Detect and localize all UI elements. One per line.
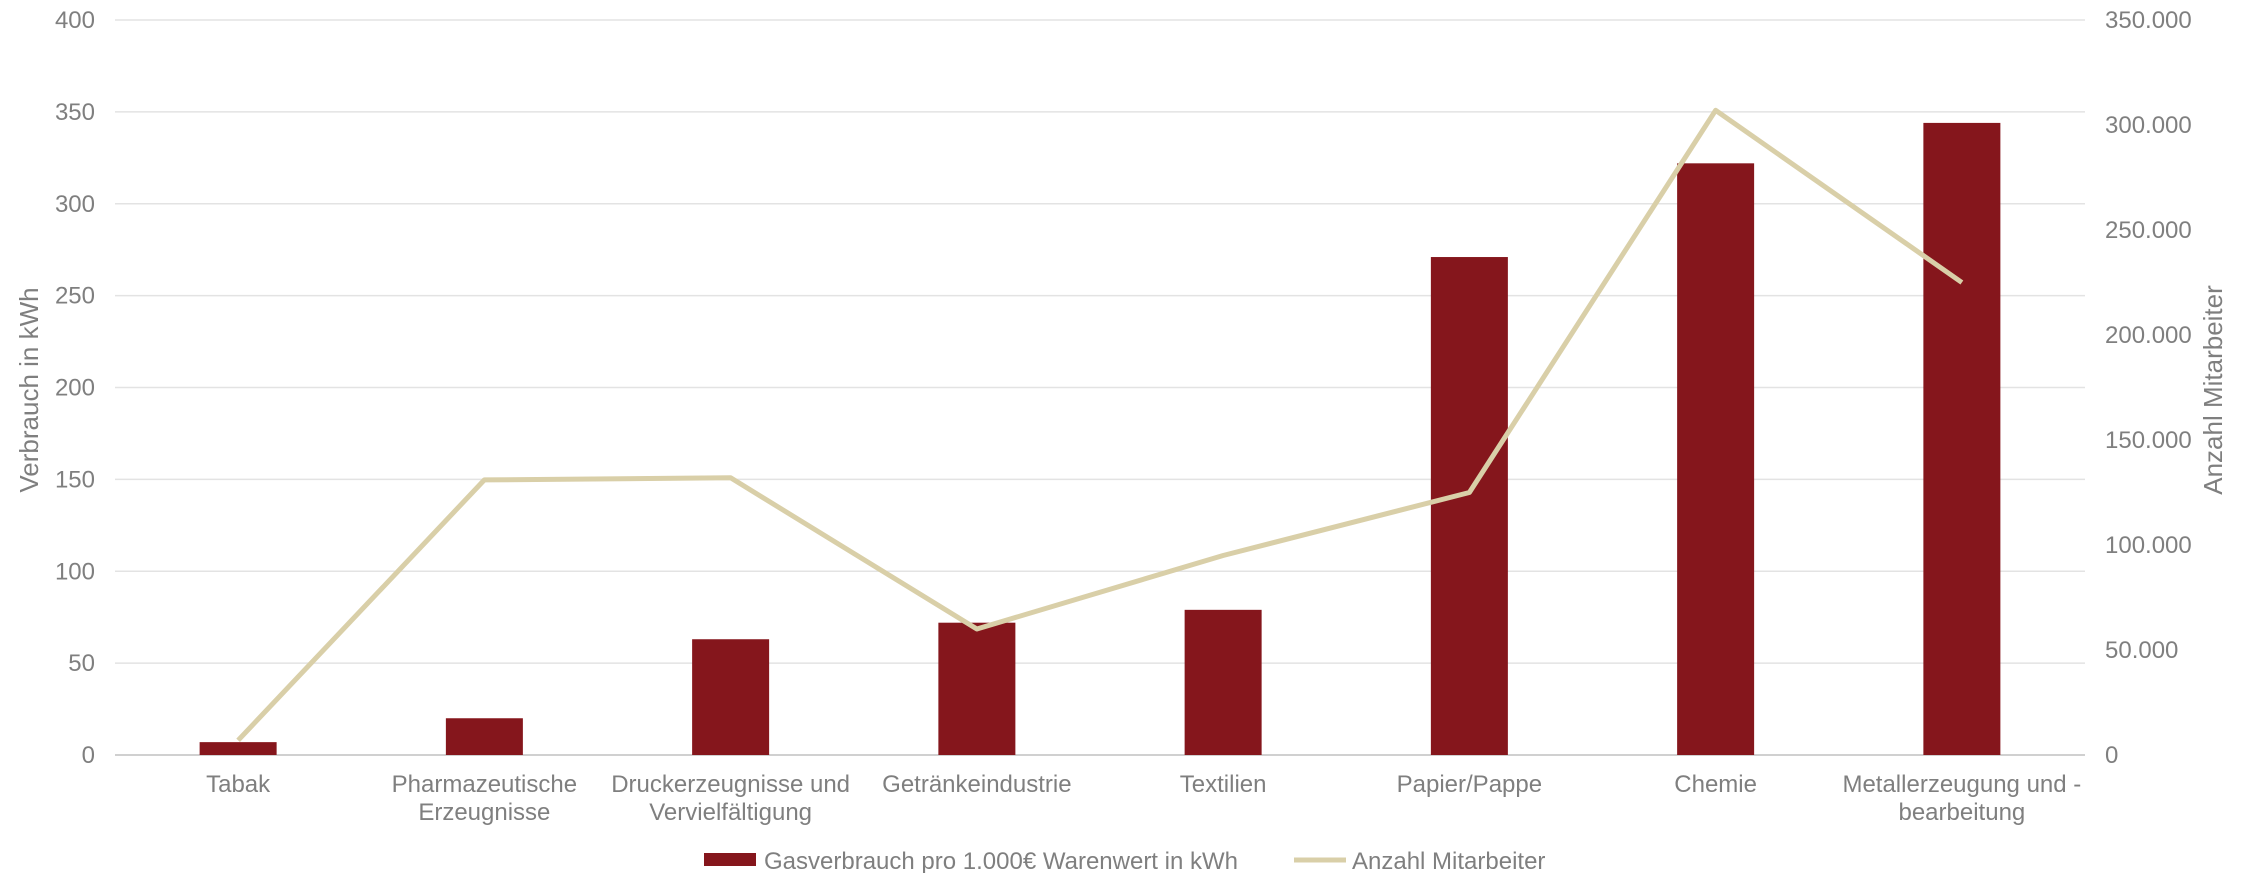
right-axis-ticks: 0 50.000 100.000 150.000 200.000 250.000 300.0… (2105, 7, 2192, 769)
left-axis-tick-label: 150 (55, 466, 95, 493)
left-axis-tick-label: 50 (68, 650, 95, 677)
left-axis-tick-label: 200 (55, 375, 95, 402)
right-axis-tick-label: 100.000 (2105, 532, 2192, 559)
left-axis-tick-label: 250 (55, 283, 95, 310)
gridlines (115, 19, 2085, 756)
left-axis-title: Verbrauch in kWh (14, 287, 44, 492)
right-axis-tick-label: 50.000 (2105, 637, 2178, 664)
category-label: Druckerzeugnisse und Vervielfältigung (611, 771, 850, 826)
category-label: Metallerzeugung und -bearbeitung (1842, 771, 2081, 826)
category-label: Textilien (1180, 771, 1267, 798)
left-axis-tick-label: 350 (55, 99, 95, 126)
right-axis-tick-label: 200.000 (2105, 322, 2192, 349)
line-series-anzahl-mitarbeiter (236, 107, 1964, 743)
left-axis-tick-label: 300 (55, 191, 95, 218)
legend-label-anzahl-mitarbeiter: Anzahl Mitarbeiter (1352, 848, 1545, 873)
right-axis-tick-label: 150.000 (2105, 427, 2192, 454)
category-label: Tabak (206, 771, 271, 798)
category-label: Papier/Pappe (1397, 771, 1542, 798)
bar (692, 639, 770, 755)
left-axis-tick-label: 0 (82, 742, 95, 769)
bar (938, 622, 1016, 755)
right-axis-tick-label: 0 (2105, 742, 2118, 769)
right-axis-tick-label: 350.000 (2105, 7, 2192, 34)
legend-label-gasverbrauch: Gasverbrauch pro 1.000€ Warenwert in kWh (764, 848, 1238, 873)
bar (199, 742, 277, 755)
left-axis-tick-label: 100 (55, 558, 95, 585)
left-axis-tick-label: 400 (55, 7, 95, 34)
right-axis-tick-label: 300.000 (2105, 112, 2192, 139)
category-label: Getränkeindustrie (882, 771, 1071, 798)
legend-swatch-gasverbrauch (704, 853, 756, 866)
category-label: Chemie (1674, 771, 1757, 798)
right-axis-tick-label: 250.000 (2105, 217, 2192, 244)
bar (1184, 609, 1262, 755)
bar (1923, 122, 2001, 755)
right-axis-title: Anzahl Mitarbeiter (2198, 285, 2228, 495)
bar (1430, 257, 1508, 755)
bar (1677, 163, 1755, 755)
bar-series (199, 122, 2001, 755)
category-label: Pharmazeutische Erzeugnisse (392, 771, 577, 826)
category-axis-labels: Tabak Pharmazeutische Erzeugnisse Druckerze… (206, 771, 2081, 826)
bar (445, 718, 523, 755)
left-axis-ticks: 0 50 100 150 200 250 300 350 400 (55, 7, 95, 769)
legend: Gasverbrauch pro 1.000€ Warenwert in kWh… (704, 848, 1545, 873)
